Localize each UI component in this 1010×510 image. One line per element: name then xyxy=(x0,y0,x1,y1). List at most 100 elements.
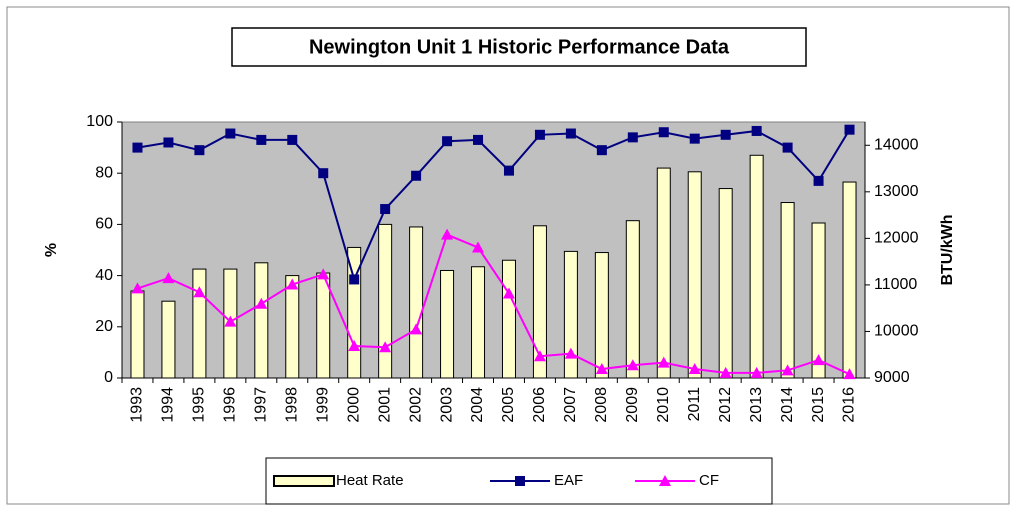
plot-area xyxy=(121,121,866,379)
point xyxy=(224,315,237,327)
legend-marker xyxy=(515,476,525,486)
x-tick-label: 2010 xyxy=(655,387,672,423)
bar xyxy=(440,269,455,379)
bar xyxy=(842,181,857,379)
y2-tick-label: 11000 xyxy=(874,276,917,293)
point xyxy=(751,125,762,136)
bar xyxy=(254,262,269,379)
point xyxy=(565,128,576,139)
point xyxy=(380,204,391,215)
bar xyxy=(594,252,609,379)
point xyxy=(689,133,700,144)
x-tick-label: 2000 xyxy=(345,387,362,423)
point xyxy=(379,341,392,353)
x-tick-label: 1997 xyxy=(253,387,270,423)
point xyxy=(812,354,825,366)
point xyxy=(781,364,794,376)
point xyxy=(286,278,299,290)
x-tick-label: 1993 xyxy=(129,387,146,423)
x-tick-label: 1996 xyxy=(222,387,239,423)
bar xyxy=(563,250,578,379)
point xyxy=(657,356,670,368)
bar xyxy=(378,223,393,379)
x-tick-label: 2007 xyxy=(562,387,579,423)
point xyxy=(441,228,454,240)
bar xyxy=(130,290,145,379)
line-series xyxy=(137,233,850,376)
bar xyxy=(687,171,702,379)
x-tick-label: 1999 xyxy=(314,387,331,423)
point xyxy=(256,134,267,145)
point xyxy=(411,170,422,181)
x-tick-label: 2001 xyxy=(376,387,393,423)
point xyxy=(750,366,763,378)
y-tick-label: 40 xyxy=(95,267,113,284)
y-tick-label: 80 xyxy=(95,164,113,181)
y2-tick-label: 12000 xyxy=(874,230,919,247)
point xyxy=(595,363,608,375)
bar xyxy=(656,167,671,379)
point xyxy=(503,165,514,176)
x-tick-label: 2016 xyxy=(841,387,858,423)
point xyxy=(844,124,855,135)
point xyxy=(193,286,206,298)
y2-tick-label: 14000 xyxy=(874,136,919,153)
point xyxy=(317,268,330,280)
legend-label: EAF xyxy=(554,472,583,489)
point xyxy=(162,272,175,284)
y-tick-label: 20 xyxy=(95,318,113,335)
x-tick-label: 2004 xyxy=(469,387,486,423)
point xyxy=(533,350,546,362)
x-tick-label: 1995 xyxy=(191,387,208,423)
point xyxy=(349,274,360,285)
point xyxy=(163,137,174,148)
y-tick-label: 60 xyxy=(95,216,113,233)
x-tick-label: 2009 xyxy=(624,387,641,423)
x-tick-label: 2012 xyxy=(717,387,734,423)
point xyxy=(564,347,577,359)
bar xyxy=(532,225,547,379)
title-box xyxy=(231,27,807,67)
x-tick-label: 1998 xyxy=(283,387,300,423)
point xyxy=(843,368,856,380)
point xyxy=(782,142,793,153)
legend-marker xyxy=(659,475,671,486)
bar xyxy=(749,154,764,379)
point xyxy=(502,287,515,299)
y-axis-label: % xyxy=(43,243,60,257)
point xyxy=(473,134,484,145)
bar xyxy=(780,202,795,379)
legend-label: CF xyxy=(699,472,719,489)
point xyxy=(472,241,485,253)
point xyxy=(658,127,669,138)
y2-axis-label: BTU/kWh xyxy=(939,214,956,285)
y-tick-label: 100 xyxy=(86,113,113,130)
bar xyxy=(471,266,486,379)
point xyxy=(225,128,236,139)
point xyxy=(318,168,329,179)
x-tick-label: 2015 xyxy=(810,387,827,423)
point xyxy=(348,340,361,351)
point xyxy=(719,366,732,378)
bar xyxy=(811,222,826,379)
point xyxy=(131,282,144,294)
bar xyxy=(285,275,300,379)
x-tick-label: 2006 xyxy=(531,387,548,423)
x-tick-label: 2003 xyxy=(438,387,455,423)
bar xyxy=(409,226,424,379)
x-tick-label: 2002 xyxy=(407,387,424,423)
point xyxy=(626,359,639,371)
point xyxy=(534,129,545,140)
point xyxy=(688,363,701,375)
legend-label: Heat Rate xyxy=(336,472,404,489)
bar xyxy=(501,259,516,379)
point xyxy=(813,175,824,186)
y2-tick-label: 13000 xyxy=(874,183,919,200)
bar xyxy=(161,300,176,379)
point xyxy=(627,132,638,143)
chart-title: Newington Unit 1 Historic Performance Da… xyxy=(309,36,730,58)
point xyxy=(194,145,205,156)
point xyxy=(442,136,453,147)
point xyxy=(287,134,298,145)
